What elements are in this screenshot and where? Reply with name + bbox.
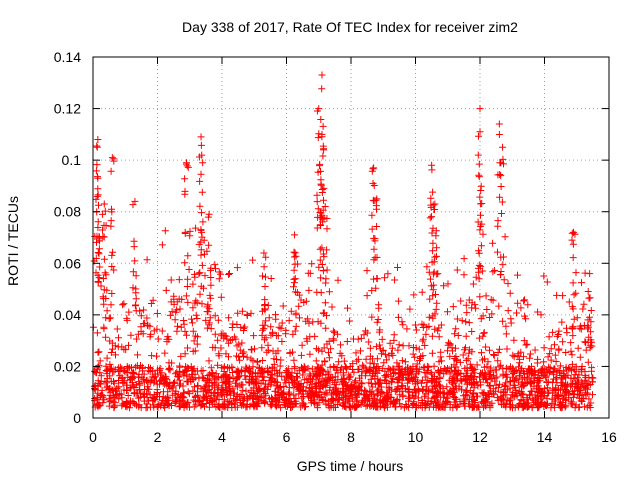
roti-peak-point — [100, 200, 108, 208]
y-tick-label: 0.06 — [54, 255, 81, 271]
y-tick-label: 0 — [73, 410, 81, 426]
roti-peak-point — [370, 164, 378, 172]
x-tick-label: 16 — [601, 429, 617, 445]
grid-lines — [93, 57, 609, 418]
data-points — [89, 71, 597, 412]
roti-point-cloud — [89, 85, 597, 412]
roti-peak-point — [476, 105, 484, 113]
x-tick-label: 4 — [218, 429, 226, 445]
roti-peak-point — [476, 128, 484, 136]
roti-peak-point — [108, 154, 116, 162]
x-tick-label: 12 — [472, 429, 488, 445]
roti-peak-point — [94, 136, 102, 144]
roti-peak-point — [318, 71, 326, 79]
roti-peak-point — [499, 143, 507, 151]
y-tick-label: 0.14 — [54, 49, 81, 65]
roti-peak-point — [318, 130, 326, 138]
y-tick-label: 0.12 — [54, 101, 81, 117]
y-tick-label: 0.1 — [62, 152, 82, 168]
roti-peak-point — [495, 120, 503, 128]
roti-peak-point — [431, 200, 439, 208]
roti-peak-point — [291, 231, 299, 239]
y-tick-label: 0.04 — [54, 307, 81, 323]
tick-labels: 0 2 4 6 8 10 12 14 16 0 0.02 0.04 0.06 0.08 0.1 0.12 0.1… — [54, 49, 617, 445]
roti-peak-point — [260, 249, 268, 257]
chart-title: Day 338 of 2017, Rate Of TEC Index for r… — [182, 19, 518, 35]
roti-peak-point — [199, 159, 207, 167]
roti-peak-point — [315, 105, 323, 113]
x-axis-label: GPS time / hours — [297, 458, 404, 474]
y-tick-label: 0.08 — [54, 204, 81, 220]
roti-peak-point — [428, 161, 436, 169]
roti-peak-point — [373, 195, 381, 203]
y-tick-label: 0.02 — [54, 358, 81, 374]
x-tick-label: 2 — [154, 429, 162, 445]
roti-peak-point — [183, 159, 191, 167]
roti-peak-point — [205, 210, 213, 218]
x-tick-label: 10 — [408, 429, 424, 445]
roti-peak-point — [586, 270, 594, 278]
roti-peak-point — [570, 228, 578, 236]
x-tick-label: 14 — [537, 429, 553, 445]
roti-peak-point — [94, 174, 102, 182]
y-axis-label: ROTI / TECUs — [5, 196, 21, 286]
x-tick-label: 6 — [283, 429, 291, 445]
roti-peak-point — [321, 203, 329, 211]
x-tick-label: 8 — [347, 429, 355, 445]
x-tick-label: 0 — [89, 429, 97, 445]
axis-ticks — [92, 56, 610, 419]
roti-peak-point — [197, 133, 205, 141]
roti-peak-point — [131, 197, 139, 205]
